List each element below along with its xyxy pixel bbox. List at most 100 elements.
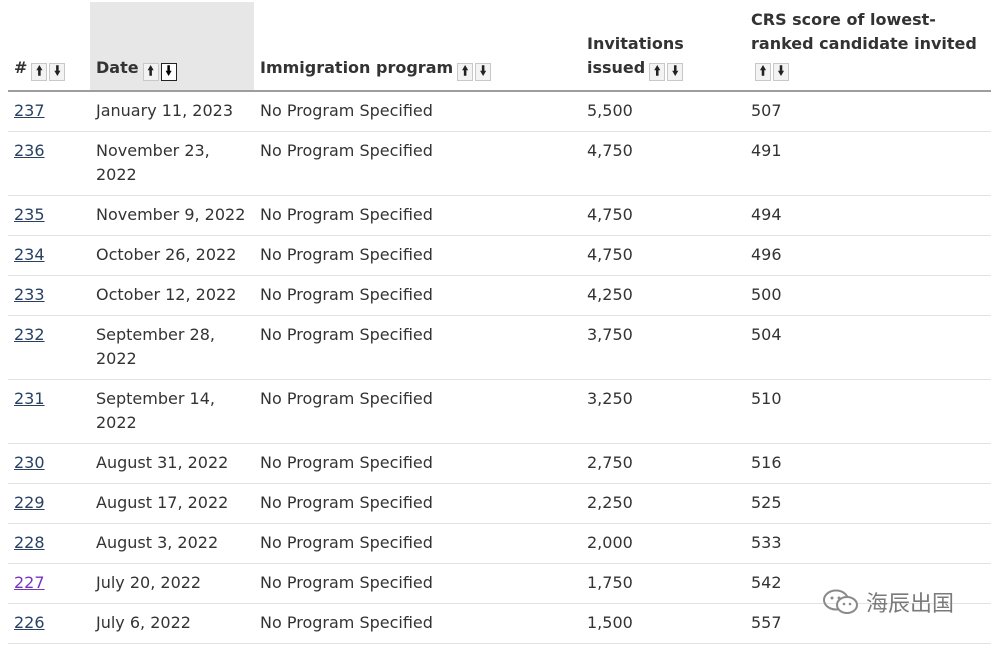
row-program: No Program Specified bbox=[254, 379, 581, 444]
row-number-link[interactable]: 228 bbox=[14, 533, 45, 552]
row-number-cell: 226 bbox=[8, 603, 90, 644]
table-row: 234 October 26, 2022 No Program Specified 4… bbox=[8, 235, 991, 276]
table-row: 227 July 20, 2022 No Program Specified 1,75… bbox=[8, 563, 991, 604]
row-invitations: 3,750 bbox=[581, 315, 745, 380]
watermark-text: 海辰出国 bbox=[866, 592, 955, 617]
row-date: September 14, 2022 bbox=[90, 379, 254, 444]
row-number-cell: 236 bbox=[8, 131, 90, 196]
row-date: September 28, 2022 bbox=[90, 315, 254, 380]
wechat-icon bbox=[823, 589, 858, 614]
row-number-cell: 232 bbox=[8, 315, 90, 380]
row-invitations: 1,750 bbox=[581, 563, 745, 604]
row-invitations: 4,750 bbox=[581, 131, 745, 196]
sort-descending-icon[interactable]: 🠛 bbox=[49, 63, 66, 81]
row-program: No Program Specified bbox=[254, 563, 581, 604]
row-invitations: 4,750 bbox=[581, 235, 745, 276]
express-entry-rounds-table: # 🠙 🠛 Date 🠙 🠛 Immigration program 🠙 🠛 Invitat… bbox=[8, 2, 991, 644]
row-crs-score: 525 bbox=[745, 483, 991, 524]
sort-controls: 🠙 🠛 bbox=[755, 58, 791, 82]
row-date: October 12, 2022 bbox=[90, 275, 254, 316]
row-number-link[interactable]: 229 bbox=[14, 493, 45, 512]
row-crs-score: 491 bbox=[745, 131, 991, 196]
sort-descending-icon[interactable]: 🠛 bbox=[160, 63, 177, 81]
row-number-cell: 227 bbox=[8, 563, 90, 604]
row-number-link[interactable]: 230 bbox=[14, 453, 45, 472]
row-number-cell: 228 bbox=[8, 523, 90, 564]
table-row: 226 July 6, 2022 No Program Specified 1,500… bbox=[8, 603, 991, 644]
row-number-link[interactable]: 231 bbox=[14, 389, 45, 408]
sort-descending-icon[interactable]: 🠛 bbox=[667, 63, 684, 81]
row-number-link[interactable]: 232 bbox=[14, 325, 45, 344]
row-date: July 6, 2022 bbox=[90, 603, 254, 644]
row-number-cell: 233 bbox=[8, 275, 90, 316]
row-date: November 23, 2022 bbox=[90, 131, 254, 196]
sort-descending-icon[interactable]: 🠛 bbox=[475, 63, 492, 81]
row-program: No Program Specified bbox=[254, 523, 581, 564]
column-header-index: # 🠙 🠛 bbox=[8, 2, 90, 92]
row-number-link[interactable]: 233 bbox=[14, 285, 45, 304]
table-row: 235 November 9, 2022 No Program Specified 4… bbox=[8, 195, 991, 236]
table-row: 230 August 31, 2022 No Program Specified 2,… bbox=[8, 443, 991, 484]
row-invitations: 4,250 bbox=[581, 275, 745, 316]
sort-ascending-icon[interactable]: 🠙 bbox=[457, 63, 474, 81]
row-number-link[interactable]: 234 bbox=[14, 245, 45, 264]
row-crs-score: 542 bbox=[745, 563, 991, 604]
row-program: No Program Specified bbox=[254, 443, 581, 484]
row-number-link[interactable]: 237 bbox=[14, 101, 45, 120]
row-date: August 3, 2022 bbox=[90, 523, 254, 564]
column-header-invitations: Invitations issued 🠙 🠛 bbox=[581, 2, 745, 92]
table-row: 228 August 3, 2022 No Program Specified 2,0… bbox=[8, 523, 991, 564]
row-invitations: 2,000 bbox=[581, 523, 745, 564]
row-date: August 31, 2022 bbox=[90, 443, 254, 484]
row-crs-score: 507 bbox=[745, 91, 991, 132]
row-crs-score: 500 bbox=[745, 275, 991, 316]
row-crs-score: 496 bbox=[745, 235, 991, 276]
row-program: No Program Specified bbox=[254, 315, 581, 380]
watermark: 海辰出国 bbox=[822, 586, 954, 618]
row-number-cell: 230 bbox=[8, 443, 90, 484]
table-row: 237 January 11, 2023 No Program Specified 5… bbox=[8, 91, 991, 132]
row-program: No Program Specified bbox=[254, 235, 581, 276]
row-program: No Program Specified bbox=[254, 91, 581, 132]
column-header-crs: CRS score of lowest-ranked candidate inv… bbox=[745, 2, 991, 92]
row-program: No Program Specified bbox=[254, 275, 581, 316]
row-number-link[interactable]: 227 bbox=[14, 573, 45, 592]
table-row: 231 September 14, 2022 No Program Specifie… bbox=[8, 379, 991, 444]
sort-ascending-icon[interactable]: 🠙 bbox=[142, 63, 159, 81]
sort-ascending-icon[interactable]: 🠙 bbox=[649, 63, 666, 81]
row-invitations: 5,500 bbox=[581, 91, 745, 132]
sort-controls: 🠙 🠛 bbox=[457, 58, 493, 82]
table-row: 233 October 12, 2022 No Program Specified 4… bbox=[8, 275, 991, 316]
row-crs-score: 557 bbox=[745, 603, 991, 644]
sort-ascending-icon[interactable]: 🠙 bbox=[31, 63, 48, 81]
sort-ascending-icon[interactable]: 🠙 bbox=[755, 63, 771, 81]
sort-controls: 🠙 🠛 bbox=[142, 58, 179, 82]
table-row: 232 September 28, 2022 No Program Specifie… bbox=[8, 315, 991, 380]
sort-descending-icon[interactable]: 🠛 bbox=[773, 63, 789, 81]
row-invitations: 2,250 bbox=[581, 483, 745, 524]
row-crs-score: 510 bbox=[745, 379, 991, 444]
row-invitations: 1,500 bbox=[581, 603, 745, 644]
row-number-cell: 229 bbox=[8, 483, 90, 524]
table-row: 229 August 17, 2022 No Program Specified 2,… bbox=[8, 483, 991, 524]
row-crs-score: 533 bbox=[745, 523, 991, 564]
table-body: 237 January 11, 2023 No Program Specified 5… bbox=[8, 91, 991, 644]
row-number-cell: 237 bbox=[8, 91, 90, 132]
sort-controls: 🠙 🠛 bbox=[31, 58, 67, 82]
row-crs-score: 504 bbox=[745, 315, 991, 380]
row-number-cell: 234 bbox=[8, 235, 90, 276]
row-crs-score: 516 bbox=[745, 443, 991, 484]
row-number-link[interactable]: 235 bbox=[14, 205, 45, 224]
header-row: # 🠙 🠛 Date 🠙 🠛 Immigration program 🠙 🠛 Invitat… bbox=[8, 2, 991, 92]
row-invitations: 3,250 bbox=[581, 379, 745, 444]
row-invitations: 2,750 bbox=[581, 443, 745, 484]
row-invitations: 4,750 bbox=[581, 195, 745, 236]
row-number-cell: 235 bbox=[8, 195, 90, 236]
row-date: October 26, 2022 bbox=[90, 235, 254, 276]
row-number-cell: 231 bbox=[8, 379, 90, 444]
row-date: July 20, 2022 bbox=[90, 563, 254, 604]
row-program: No Program Specified bbox=[254, 483, 581, 524]
row-number-link[interactable]: 226 bbox=[14, 613, 45, 632]
row-number-link[interactable]: 236 bbox=[14, 141, 45, 160]
row-crs-score: 494 bbox=[745, 195, 991, 236]
